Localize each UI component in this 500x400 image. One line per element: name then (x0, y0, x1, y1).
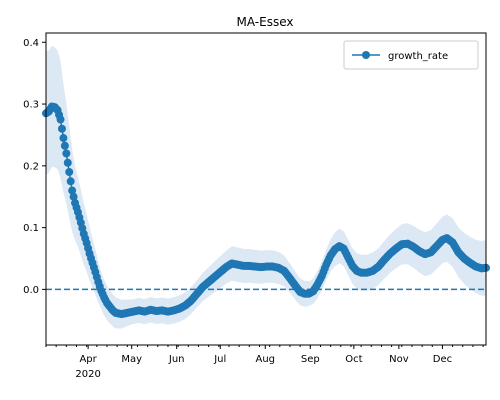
y-tick-label: 0.4 (23, 38, 39, 49)
growth-rate-point (65, 168, 74, 177)
growth-rate-point (56, 115, 65, 124)
x-tick-label: Jun (168, 354, 185, 365)
x-tick-label: Sep (301, 354, 320, 365)
growth-rate-point (60, 141, 69, 150)
confidence-band (46, 45, 486, 329)
y-tick-label: 0.1 (23, 223, 39, 234)
growth-rate-point (63, 158, 72, 167)
chart-title: MA-Essex (237, 15, 294, 29)
x-tick-label: Oct (345, 354, 362, 365)
x-tick-label: Aug (256, 354, 276, 365)
legend: growth_rate (343, 40, 479, 70)
x-tick-label: Dec (433, 354, 452, 365)
legend-box (343, 40, 479, 70)
legend-label: growth_rate (388, 51, 448, 62)
growth-rate-point (62, 149, 71, 158)
legend-marker-swatch (362, 51, 370, 59)
x-tick-label: May (121, 354, 142, 365)
x-axis: Apr 2020 May Jun Jul Aug Sep Oct Nov Dec (45, 345, 484, 380)
plot-area (42, 45, 490, 329)
growth-rate-point (69, 192, 78, 201)
y-tick-label: 0.3 (23, 100, 39, 111)
y-tick-label: 0.2 (23, 161, 39, 172)
x-tick-sublabel: 2020 (75, 369, 100, 380)
x-tick-label: Jul (213, 354, 226, 365)
x-tick-label: Nov (389, 354, 409, 365)
growth-rate-point (66, 177, 75, 186)
y-tick-label: 0.0 (23, 285, 39, 296)
x-tick-label: Apr (79, 354, 97, 365)
growth-rate-point (68, 186, 77, 195)
growth-rate-point (59, 134, 68, 143)
growth-rate-point (57, 124, 66, 133)
growth-rate-markers (42, 102, 490, 319)
y-axis: 0.0 0.1 0.2 0.3 0.4 (23, 38, 46, 296)
plot-frame (45, 32, 487, 346)
